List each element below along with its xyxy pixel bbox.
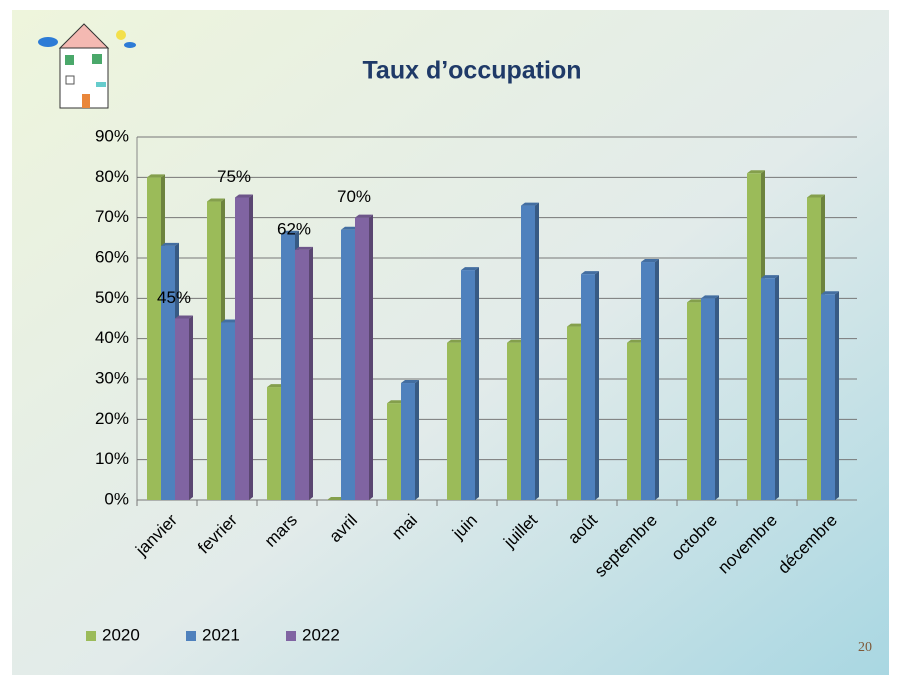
- bar: [281, 234, 295, 500]
- bar-side: [535, 203, 539, 500]
- bar: [447, 343, 461, 500]
- bar-side: [309, 247, 313, 500]
- bar-side: [249, 195, 253, 501]
- bar-side: [189, 316, 193, 501]
- bar: [807, 198, 821, 501]
- bar: [235, 198, 249, 501]
- bar-side: [369, 215, 373, 500]
- bar: [687, 302, 701, 500]
- bar: [161, 246, 175, 500]
- bar: [461, 270, 475, 500]
- legend-label: 2022: [302, 625, 340, 644]
- bar: [401, 383, 415, 500]
- y-tick-label: 70%: [95, 207, 129, 226]
- data-label: 45%: [157, 288, 191, 307]
- y-tick-label: 30%: [95, 368, 129, 387]
- y-tick-label: 10%: [95, 449, 129, 468]
- bar: [507, 343, 521, 500]
- legend-label: 2020: [102, 625, 140, 644]
- y-tick-label: 50%: [95, 288, 129, 307]
- bar: [581, 274, 595, 500]
- y-tick-label: 90%: [95, 126, 129, 145]
- bar: [521, 206, 535, 500]
- y-tick-label: 60%: [95, 247, 129, 266]
- bar: [821, 294, 835, 500]
- y-tick-label: 40%: [95, 328, 129, 347]
- bar: [355, 218, 369, 500]
- bar-side: [595, 271, 599, 500]
- bar: [567, 327, 581, 500]
- bar: [175, 319, 189, 501]
- bar: [747, 173, 761, 500]
- bar-side: [415, 380, 419, 500]
- bar: [641, 262, 655, 500]
- legend-label: 2021: [202, 625, 240, 644]
- slide-number: 20: [858, 640, 872, 655]
- legend-swatch: [186, 631, 196, 641]
- bar: [341, 230, 355, 500]
- y-tick-label: 80%: [95, 167, 129, 186]
- y-tick-label: 20%: [95, 409, 129, 428]
- bar: [387, 403, 401, 500]
- bar-side: [655, 259, 659, 500]
- bar: [207, 202, 221, 500]
- bar-side: [835, 291, 839, 500]
- bar: [267, 387, 281, 500]
- y-tick-label: 0%: [104, 489, 129, 508]
- bar: [295, 250, 309, 500]
- slide: Taux d’occupation 20 0% 10% 20% 30% 40% 50% 60…: [0, 0, 901, 686]
- bar: [701, 298, 715, 500]
- bar: [627, 343, 641, 500]
- data-label: 75%: [217, 167, 251, 186]
- bar: [147, 177, 161, 500]
- legend-swatch: [286, 631, 296, 641]
- legend-swatch: [86, 631, 96, 641]
- bar: [761, 278, 775, 500]
- data-label: 70%: [337, 187, 371, 206]
- bar-side: [475, 267, 479, 500]
- bar-side: [775, 275, 779, 500]
- bar: [221, 323, 235, 500]
- bar-side: [715, 295, 719, 500]
- chart-title: Taux d’occupation: [363, 57, 582, 85]
- data-label: 62%: [277, 219, 311, 238]
